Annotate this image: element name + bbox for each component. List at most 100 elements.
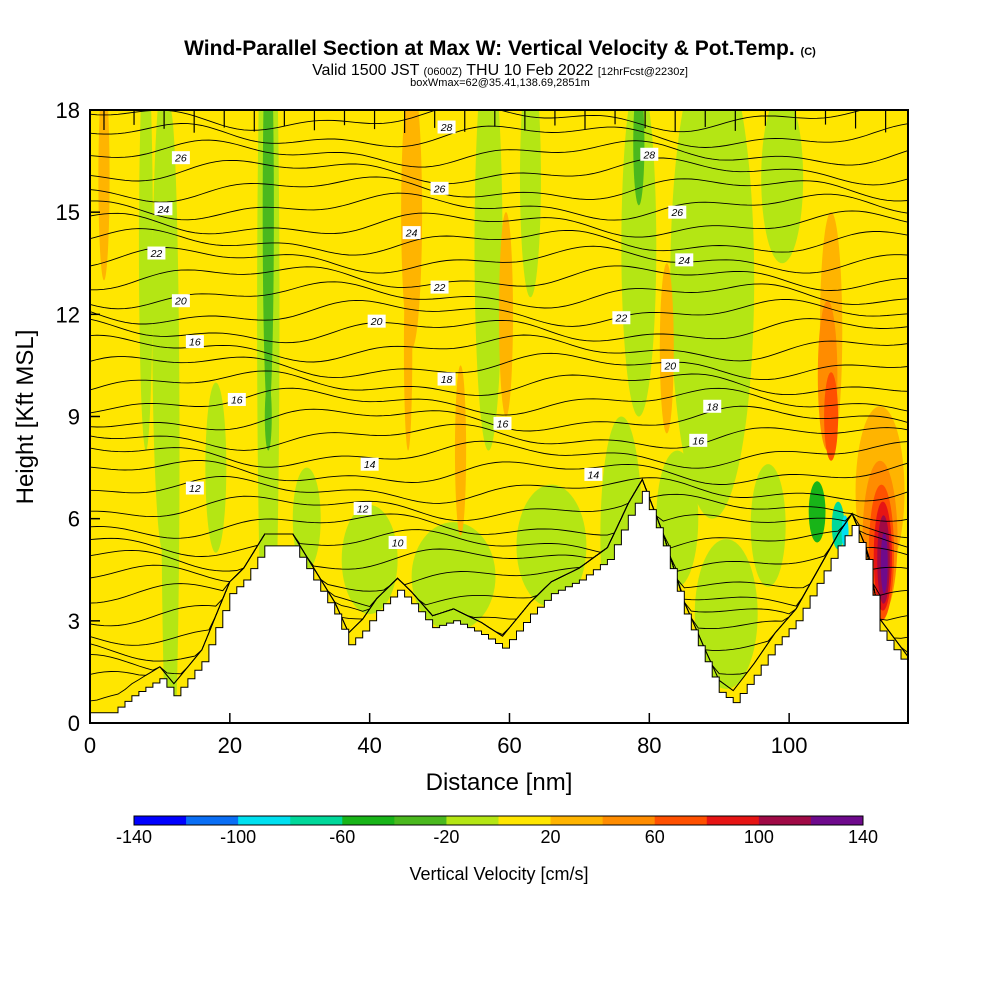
- isentrope-line: [90, 440, 908, 469]
- isentrope-line: [90, 478, 908, 627]
- svg-text:28: 28: [642, 149, 655, 161]
- velocity-feature: [761, 110, 804, 264]
- isentrope-label: 18: [703, 399, 722, 413]
- svg-text:20: 20: [174, 296, 187, 308]
- velocity-feature: [403, 246, 413, 451]
- isentrope-line: [90, 478, 908, 572]
- isentrope-label: 16: [227, 392, 246, 406]
- y-tick-label: 6: [68, 507, 80, 532]
- colorbar-tick-label: 60: [645, 827, 665, 847]
- plot-area: 10 12 12 14 14 16 16 16 16 18 18 20 20 20 22 22 22 24 24 24…: [90, 110, 908, 723]
- terrain: [90, 490, 908, 723]
- svg-text:24: 24: [157, 204, 170, 216]
- velocity-feature: [499, 212, 513, 417]
- svg-text:22: 22: [433, 282, 446, 294]
- svg-text:16: 16: [231, 394, 243, 406]
- velocity-feature: [519, 110, 541, 298]
- velocity-feature: [633, 110, 645, 206]
- isentrope-line: [90, 157, 908, 186]
- isentrope-label: 24: [675, 253, 694, 267]
- x-tick-label: 80: [637, 733, 661, 758]
- svg-text:24: 24: [405, 228, 418, 240]
- svg-text:22: 22: [150, 248, 163, 260]
- colorbar-swatch: [602, 816, 656, 825]
- isentrope-line: [90, 478, 908, 557]
- colorbar-swatch: [550, 816, 604, 825]
- isentrope-line: [90, 423, 908, 451]
- svg-text:16: 16: [692, 435, 704, 447]
- svg-text:10: 10: [392, 538, 404, 550]
- svg-text:26: 26: [670, 207, 683, 219]
- valid-time: Valid 1500 JST (0600Z) THU 10 Feb 2022 […: [312, 62, 688, 79]
- isentrope-line: [90, 228, 908, 256]
- colorbar-swatch: [498, 816, 552, 825]
- isentrope-line: [90, 210, 908, 238]
- isentrope-line: [90, 139, 908, 168]
- colorbar-tick-label: -20: [433, 827, 459, 847]
- colorbar-tick-label: 100: [744, 827, 774, 847]
- svg-text:26: 26: [433, 183, 446, 195]
- isentrope-label: 10: [388, 536, 407, 550]
- isentrope-label: 26: [668, 205, 687, 219]
- x-tick-label: 20: [218, 733, 242, 758]
- svg-text:16: 16: [189, 337, 201, 349]
- colorbar-swatch: [342, 816, 395, 825]
- colorbar-swatch: [758, 816, 812, 825]
- isentrope-line: [90, 245, 908, 274]
- isentrope-label: 20: [367, 314, 386, 328]
- svg-text:26: 26: [174, 153, 187, 165]
- isentrope-line: [90, 281, 908, 310]
- x-axis-label: Distance [nm]: [426, 769, 573, 796]
- x-tick-label: 60: [497, 733, 521, 758]
- y-tick-label: 0: [68, 711, 80, 736]
- velocity-feature: [621, 110, 657, 417]
- colorbar-swatch: [134, 816, 187, 825]
- isentrope-label: 28: [640, 147, 659, 161]
- velocity-feature: [750, 464, 786, 587]
- colorbar-swatch: [186, 816, 239, 825]
- isentrope-label: 16: [493, 416, 512, 430]
- isentrope-label: 12: [353, 501, 372, 515]
- isentrope-line: [90, 298, 908, 327]
- isentrope-line: [90, 176, 908, 203]
- colorbar-swatch: [290, 816, 343, 825]
- isentrope-line: [90, 478, 908, 592]
- svg-text:20: 20: [370, 316, 383, 328]
- velocity-feature: [454, 365, 467, 536]
- y-tick-label: 9: [68, 405, 80, 430]
- isentrope-label: 24: [402, 226, 421, 240]
- isentrope-line: [90, 475, 908, 504]
- colorbar-swatch: [654, 816, 708, 825]
- isentrope-line: [90, 352, 908, 381]
- velocity-feature: [474, 110, 503, 451]
- isentrope-line: [90, 478, 908, 608]
- velocity-feature: [694, 539, 758, 689]
- svg-text:24: 24: [677, 255, 690, 267]
- box-info: boxWmax=62@35.41,138.69,2851m: [410, 77, 590, 89]
- isentrope-label: 16: [689, 433, 708, 447]
- colorbar-swatch: [706, 816, 760, 825]
- isentrope-label: 24: [154, 202, 173, 216]
- colorbar-tick-label: -100: [220, 827, 256, 847]
- velocity-feature: [205, 382, 227, 553]
- y-tick-label: 18: [56, 98, 80, 123]
- x-tick-label: 40: [357, 733, 381, 758]
- svg-text:14: 14: [364, 459, 376, 471]
- svg-text:16: 16: [497, 418, 509, 430]
- colorbar-tick-label: 140: [848, 827, 878, 847]
- velocity-feature: [138, 110, 153, 451]
- velocity-feature: [152, 110, 175, 553]
- y-axis-label: Height [Kft MSL]: [12, 330, 39, 505]
- isentrope-label: 16: [185, 335, 204, 349]
- colorbar-tick-label: -140: [116, 827, 152, 847]
- velocity-feature: [824, 372, 839, 461]
- colorbar-swatch: [810, 816, 864, 825]
- isentrope-line: [90, 192, 908, 221]
- isentrope-label: 12: [185, 481, 204, 495]
- velocity-feature: [292, 467, 321, 570]
- isentrope-line: [90, 123, 908, 148]
- velocity-feature: [808, 481, 826, 543]
- colorbar-tick-label: -60: [329, 827, 355, 847]
- colorbar: -140 -100 -60 -20 20 60 100 140: [116, 815, 878, 847]
